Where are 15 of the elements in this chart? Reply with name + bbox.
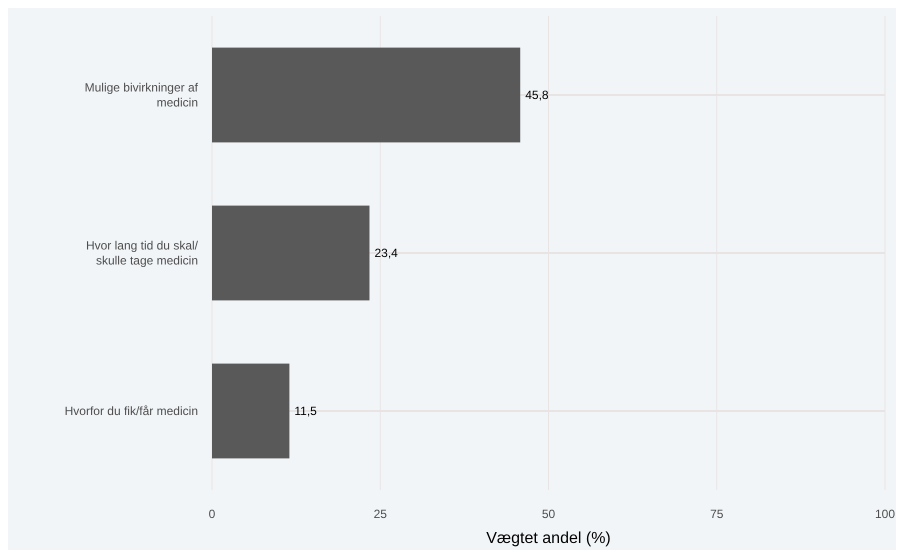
y-tick-label: Mulige bivirkninger af medicin: [84, 80, 199, 110]
data-label: 23,4: [374, 246, 398, 260]
bar: [212, 364, 290, 458]
y-tick-label: Hvorfor du fik/får medicin: [64, 404, 198, 418]
x-tick-label: 100: [874, 507, 896, 521]
bar: [212, 206, 370, 300]
x-tick-label: 50: [542, 507, 556, 521]
x-tick-label: 0: [208, 507, 216, 521]
x-tick-label: 75: [710, 507, 724, 521]
data-label: 45,8: [525, 88, 549, 102]
x-tick-label: 25: [374, 507, 388, 521]
bar: [212, 48, 520, 142]
x-axis-title: Vægtet andel (%): [486, 530, 611, 547]
data-label: 11,5: [294, 404, 318, 418]
y-tick-label: Hvor lang tid du skal/ skulle tage medicin: [86, 238, 199, 268]
